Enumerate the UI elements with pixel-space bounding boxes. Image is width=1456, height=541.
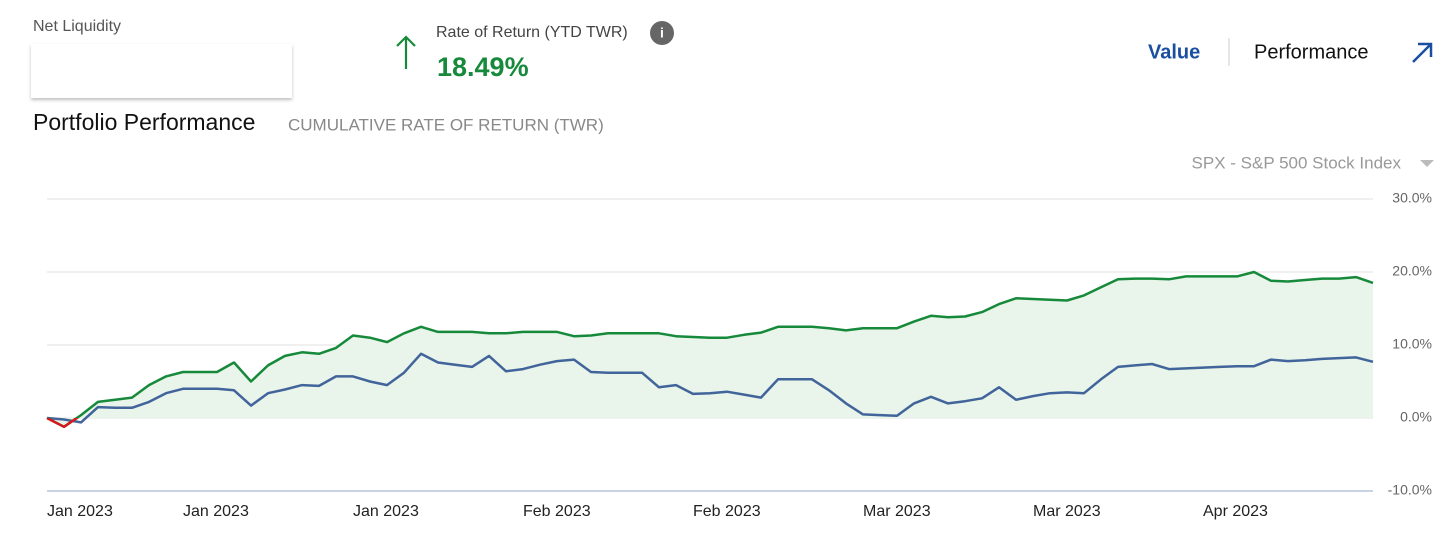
dropdown-caret[interactable] (1420, 160, 1434, 167)
y-tick-label: 10.0% (1392, 336, 1432, 352)
x-tick-label: Feb 2023 (693, 503, 761, 520)
x-tick-label: Apr 2023 (1203, 503, 1268, 520)
x-tick-label: Mar 2023 (863, 503, 931, 520)
return-value: 18.49% (437, 52, 529, 82)
x-tick-label: Jan 2023 (47, 503, 113, 520)
y-tick-label: 30.0% (1392, 190, 1432, 206)
x-tick-label: Feb 2023 (523, 503, 591, 520)
y-tick-label: 0.0% (1400, 409, 1432, 425)
up-arrow (396, 35, 416, 69)
chart-subtitle: CUMULATIVE RATE OF RETURN (TWR) (288, 115, 604, 134)
plot: -10.0% 0.0% 10.0% 20.0% 30.0% Jan 2023 Jan 202… (46, 190, 1432, 520)
benchmark-dropdown[interactable]: SPX - S&P 500 Stock Index (1192, 153, 1402, 172)
tab-value[interactable]: Value (1148, 41, 1200, 63)
net-liquidity-box (31, 44, 292, 98)
y-tick-label: 20.0% (1392, 263, 1432, 279)
tab-performance[interactable]: Performance (1254, 41, 1369, 63)
chart-title: Portfolio Performance (33, 109, 255, 135)
line (46, 352, 1374, 424)
x-tick-label: Jan 2023 (183, 503, 249, 520)
line (46, 270, 1374, 429)
return-label: Rate of Return (YTD TWR) (436, 24, 628, 41)
expand-icon[interactable] (1412, 42, 1433, 63)
area (47, 272, 1373, 427)
x-tick-label: Jan 2023 (353, 503, 419, 520)
y-tick-label: -10.0% (1388, 482, 1432, 498)
x-tick-label: Mar 2023 (1033, 503, 1101, 520)
info-icon[interactable]: i (650, 21, 674, 45)
svg-text:i: i (660, 25, 664, 41)
net-liquidity-label: Net Liquidity (33, 18, 121, 35)
